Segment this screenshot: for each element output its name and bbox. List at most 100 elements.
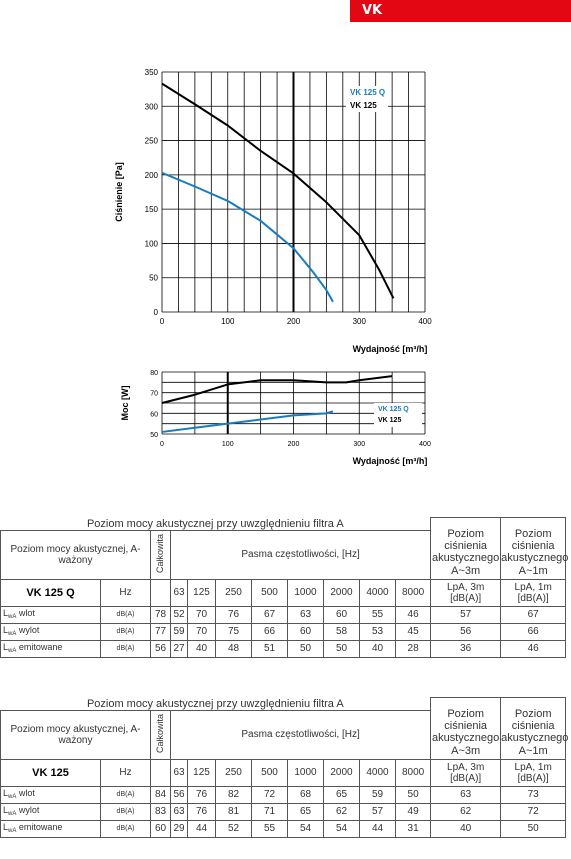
value-cell: 60 — [323, 605, 360, 624]
freq-header: 2000 — [323, 578, 360, 607]
table-row: LwA wylot dB(A) 77 59 70 75 66 60 58 53 45 56 66 — [0, 622, 567, 641]
value-cell: 55 — [251, 819, 288, 838]
header-label: Poziom mocy akustycznej, A-ważony — [0, 529, 151, 580]
unit-3m: LpA, 3m [dB(A)] — [430, 578, 502, 607]
unit-cell: dB(A) — [100, 819, 151, 838]
model-name: VK 125 Q — [0, 578, 101, 607]
freq-header: 8000 — [394, 578, 432, 607]
legend-entry: VK 125 — [378, 417, 401, 424]
value-cell: 63 — [170, 802, 188, 821]
freq-header: 63 — [170, 578, 188, 607]
value-cell: 52 — [170, 605, 188, 624]
y-tick-label: 50 — [150, 432, 158, 439]
freq-header: 1000 — [287, 578, 324, 607]
freq-header: 500 — [251, 758, 288, 787]
value-cell: 53 — [359, 622, 396, 641]
header-band: Pasma częstotliwości, [Hz] — [169, 529, 432, 580]
x-axis-label: Wydajność [m³/h] — [353, 344, 428, 354]
value-cell: 50 — [323, 639, 360, 658]
unit-cell: dB(A) — [100, 802, 151, 821]
value-cell: 55 — [359, 605, 396, 624]
unit-cell: dB(A) — [100, 785, 151, 804]
row-label: LwA wylot — [3, 624, 40, 637]
value-cell: 40 — [187, 639, 216, 658]
legend-entry: VK 125 Q — [350, 88, 385, 97]
value-cell: 31 — [394, 819, 432, 838]
table-row: LwA wlot dB(A) 78 52 70 76 67 63 60 55 46 57 67 — [0, 605, 567, 624]
y-tick-label: 0 — [154, 308, 159, 317]
x-tick-label: 0 — [160, 317, 165, 326]
x-tick-label: 100 — [221, 317, 235, 326]
value-cell: 28 — [394, 639, 432, 658]
value-cell: 72 — [500, 802, 567, 821]
value-cell: 44 — [359, 819, 396, 838]
y-tick-label: 80 — [150, 370, 158, 377]
table-caption: Poziom mocy akustycznej przy uwzględnien… — [0, 517, 432, 531]
value-cell: 65 — [287, 802, 324, 821]
freq-header: 125 — [187, 578, 216, 607]
x-tick-label: 200 — [288, 441, 300, 448]
x-tick-label: 200 — [287, 317, 301, 326]
value-cell: 58 — [323, 622, 360, 641]
value-cell: 57 — [359, 802, 396, 821]
header-total: Całkowita — [154, 713, 165, 753]
x-axis-label: Wydajność [m³/h] — [353, 456, 428, 466]
x-tick-label: 400 — [418, 317, 432, 326]
power-chart: 50 60 70 80 0 100 200 300 400 Moc [W] Wydajność [m… — [120, 370, 431, 466]
unit-1m: LpA, 1m [dB(A)] — [500, 758, 567, 787]
value-cell: 50 — [287, 639, 324, 658]
value-cell: 71 — [251, 802, 288, 821]
value-cell: 70 — [187, 605, 216, 624]
value-cell: 63 — [287, 605, 324, 624]
table-row: LwA emitowane dB(A) 60 29 44 52 55 54 54 44 31 40 50 — [0, 819, 567, 838]
freq-header: 63 — [170, 758, 188, 787]
x-tick-label: 400 — [419, 441, 431, 448]
row-label: LwA wylot — [3, 804, 40, 817]
series-line — [161, 82, 395, 299]
y-tick-label: 70 — [150, 391, 158, 398]
y-axis-label: Moc [W] — [120, 386, 130, 421]
value-cell: 70 — [187, 622, 216, 641]
acoustic-table: Poziom mocy akustycznej przy uwzględnien… — [0, 517, 568, 658]
y-tick-label: 250 — [145, 137, 159, 146]
value-cell: 49 — [394, 802, 432, 821]
header-lpa-3m: Poziom ciśnienia akustycznego A~3m — [430, 517, 502, 580]
value-cell: 59 — [170, 622, 188, 641]
value-cell: 60 — [287, 622, 324, 641]
y-tick-label: 350 — [145, 68, 159, 77]
value-cell: 60 — [150, 819, 171, 838]
row-label: LwA wlot — [3, 787, 35, 800]
freq-header: 8000 — [394, 758, 432, 787]
value-cell: 73 — [500, 785, 567, 804]
value-cell: 48 — [215, 639, 252, 658]
value-cell: 40 — [359, 639, 396, 658]
freq-header: 2000 — [323, 758, 360, 787]
model-name: VK 125 — [0, 758, 101, 787]
header-total-cell: Całkowita — [150, 529, 171, 580]
freq-header: 125 — [187, 758, 216, 787]
legend-bg — [346, 86, 388, 112]
acoustic-table: Poziom mocy akustycznej przy uwzględnien… — [0, 697, 568, 838]
y-axis-label: Ciśnienie [Pa] — [114, 162, 124, 222]
x-tick-label: 300 — [353, 441, 365, 448]
value-cell: 46 — [500, 639, 567, 658]
unit-1m: LpA, 1m [dB(A)] — [500, 578, 567, 607]
table-row: LwA wylot dB(A) 83 63 76 81 71 65 62 57 49 62 72 — [0, 802, 567, 821]
freq-header: 1000 — [287, 758, 324, 787]
row-label: LwA emitowane — [3, 821, 63, 834]
freq-header: 4000 — [359, 578, 396, 607]
series-line — [161, 375, 393, 404]
x-tick-label: 300 — [353, 317, 367, 326]
unit-cell: dB(A) — [100, 605, 151, 624]
value-cell: 72 — [251, 785, 288, 804]
table-row: LwA emitowane dB(A) 56 27 40 48 51 50 50 40 28 36 46 — [0, 639, 567, 658]
value-cell: 27 — [170, 639, 188, 658]
value-cell: 40 — [430, 819, 502, 838]
value-cell: 56 — [170, 785, 188, 804]
header-band: Pasma częstotliwości, [Hz] — [169, 709, 432, 760]
hz-label: Hz — [100, 578, 151, 607]
y-tick-label: 50 — [149, 274, 158, 283]
row-label-cell: LwA emitowane — [0, 819, 101, 838]
value-cell: 51 — [251, 639, 288, 658]
row-label: LwA emitowane — [3, 641, 63, 654]
